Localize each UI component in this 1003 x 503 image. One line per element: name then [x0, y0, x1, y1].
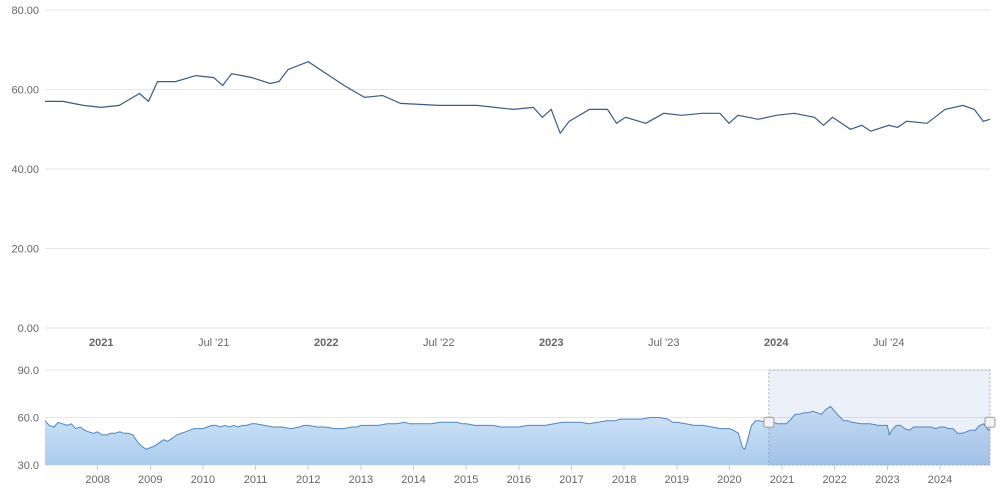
nav-x-tick-label: 2014 — [401, 474, 425, 486]
nav-mask-left[interactable] — [45, 370, 769, 465]
main-x-tick-label: 2023 — [539, 337, 563, 349]
main-x-tick-label: 2022 — [314, 337, 338, 349]
chart-container: 0.00 20.00 40.00 60.00 80.00 2021 Jul '21 2022 J… — [0, 0, 1003, 503]
main-y-tick-label: 40.00 — [11, 164, 39, 176]
nav-x-tick-label: 2022 — [822, 474, 846, 486]
nav-handle-right[interactable] — [985, 417, 995, 427]
main-y-tick-label: 60.00 — [11, 85, 39, 97]
nav-x-tick-label: 2013 — [349, 474, 373, 486]
main-y-tick-label: 80.00 — [11, 5, 39, 17]
nav-x-tick-label: 2019 — [665, 474, 689, 486]
nav-x-tick-label: 2020 — [717, 474, 741, 486]
nav-x-tick-label: 2023 — [875, 474, 899, 486]
main-x-tick-label: Jul '23 — [648, 337, 679, 349]
nav-x-tick-label: 2024 — [928, 474, 952, 486]
main-x-tick-label: Jul '22 — [423, 337, 454, 349]
nav-x-tick-label: 2018 — [612, 474, 636, 486]
nav-x-tick-label: 2021 — [770, 474, 794, 486]
nav-y-tick-label: 60.0 — [18, 413, 39, 425]
nav-x-tick-label: 2010 — [191, 474, 215, 486]
chart-svg: 0.00 20.00 40.00 60.00 80.00 2021 Jul '21 2022 J… — [0, 0, 1003, 503]
main-series-line — [45, 62, 990, 134]
nav-y-tick-label: 30.0 — [18, 460, 39, 472]
nav-x-tick-label: 2008 — [85, 474, 109, 486]
main-x-tick-label: Jul '21 — [198, 337, 229, 349]
nav-handle-left[interactable] — [764, 417, 774, 427]
nav-x-tick-label: 2009 — [138, 474, 162, 486]
navigator-chart[interactable]: 30.0 60.0 90.0 2008 2009 2010 2011 2012 2013 2014… — [18, 365, 995, 486]
nav-selection-outline[interactable] — [769, 370, 990, 465]
nav-x-tick-label: 2012 — [296, 474, 320, 486]
nav-x-tick-label: 2015 — [454, 474, 478, 486]
nav-x-tick-label: 2017 — [559, 474, 583, 486]
nav-x-tick-label: 2011 — [244, 474, 268, 486]
main-y-tick-label: 20.00 — [11, 244, 39, 256]
main-chart: 0.00 20.00 40.00 60.00 80.00 2021 Jul '21 2022 J… — [11, 5, 990, 349]
main-y-tick-label: 0.00 — [18, 323, 39, 335]
main-x-tick-label: 2024 — [764, 337, 789, 349]
nav-y-tick-label: 90.0 — [18, 365, 39, 377]
nav-x-tick-label: 2016 — [507, 474, 531, 486]
main-x-tick-label: Jul '24 — [873, 337, 904, 349]
main-x-tick-label: 2021 — [89, 337, 113, 349]
